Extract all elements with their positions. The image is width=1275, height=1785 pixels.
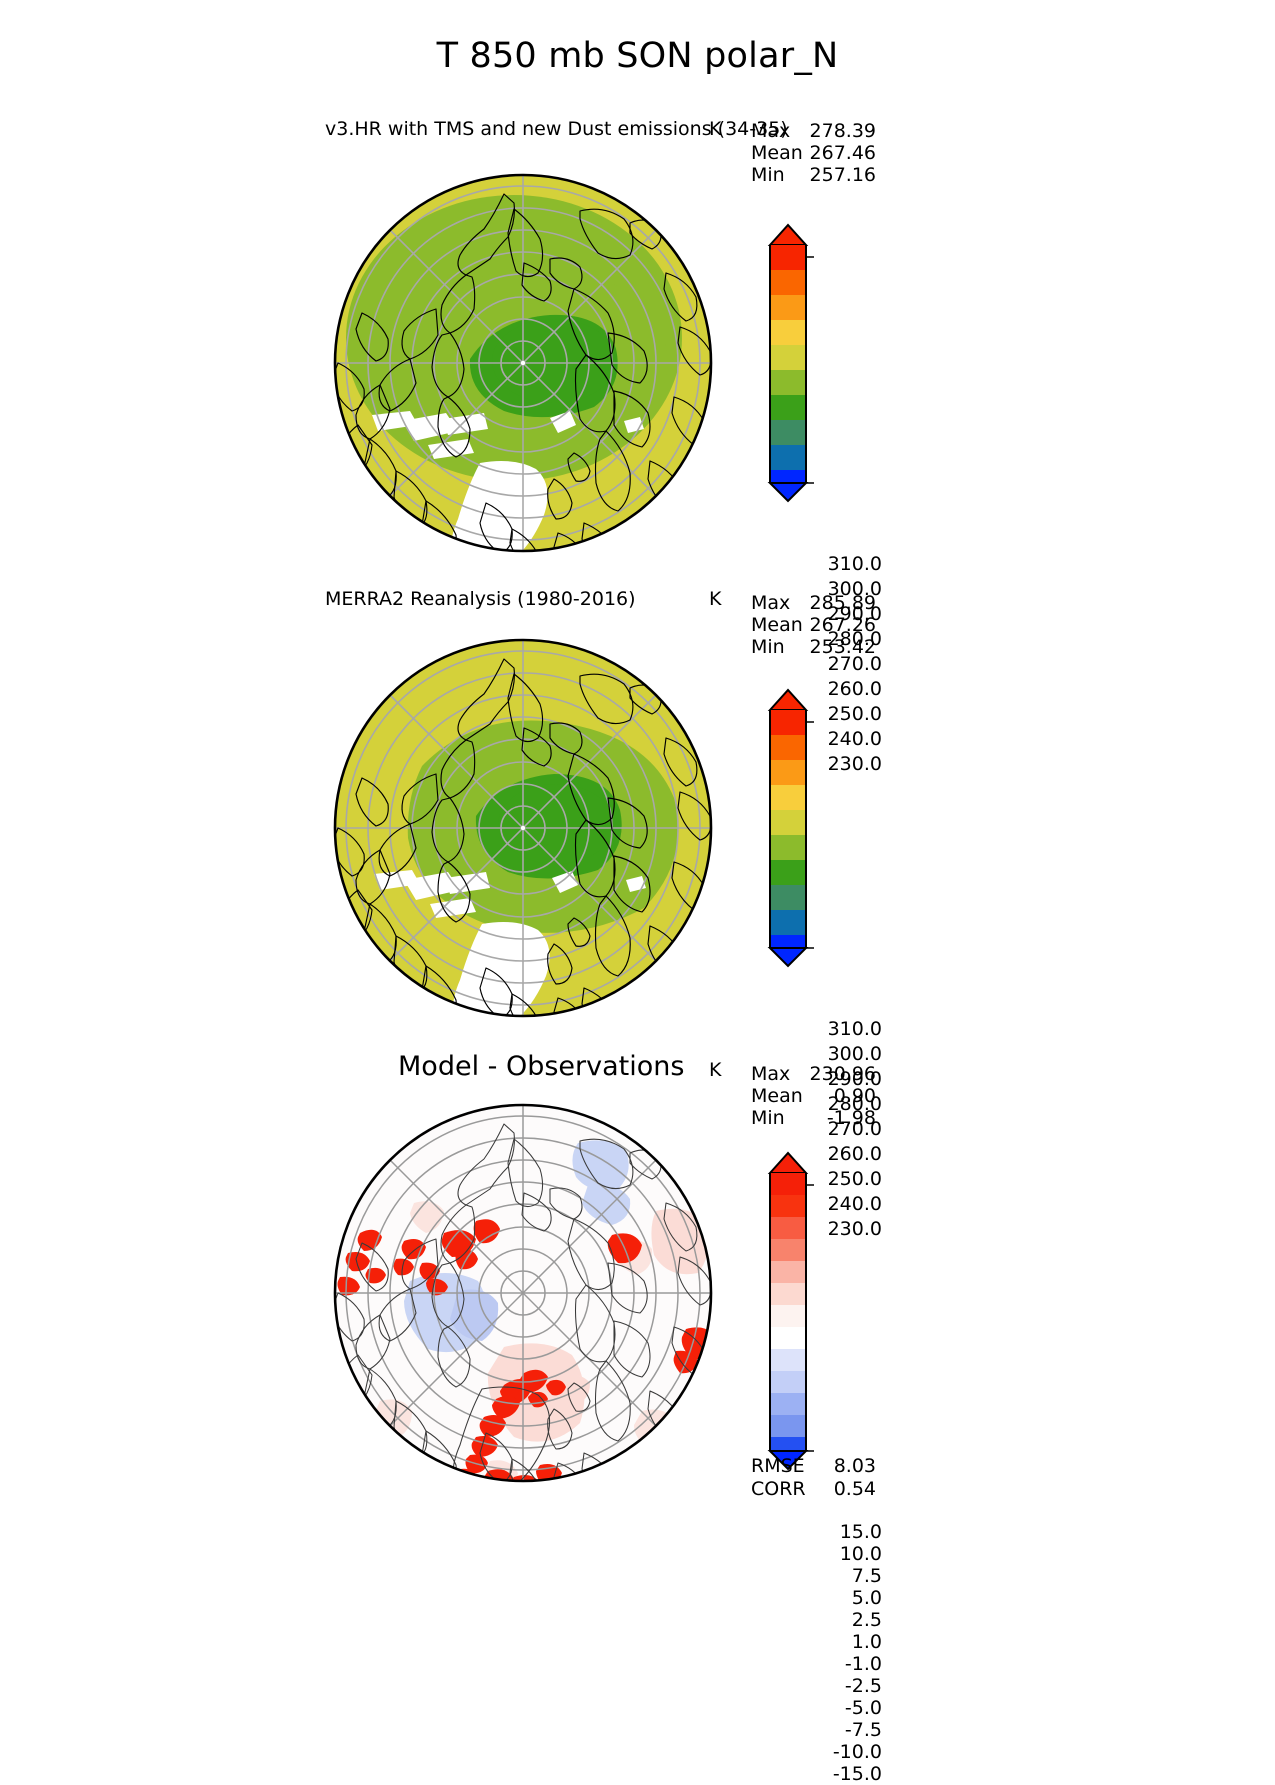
stats-row: Mean 267.26 (751, 614, 876, 636)
stats-row: Mean 267.46 (751, 142, 876, 164)
colorbar-difference: 15.0 10.0 7.5 5.0 2.5 1.0 -1.0 -2.5 -5.0… (748, 1143, 920, 1785)
stats-row: Min -1.98 (751, 1107, 876, 1129)
stats-value: -1.98 (826, 1107, 876, 1129)
stats-label: Mean (751, 614, 803, 636)
colorbar-tick: 270.0 (827, 1118, 882, 1140)
stats-value: 230.96 (809, 1063, 876, 1085)
colorbar-tick: -15.0 (832, 1763, 882, 1785)
colorbar-tick: 240.0 (827, 1193, 882, 1215)
stats-value: 278.39 (809, 120, 876, 142)
footer-stats-difference: RMSE 8.03 CORR 0.54 (751, 1455, 876, 1501)
stats-label: RMSE (751, 1455, 805, 1477)
colorbar-tick: 230.0 (827, 1218, 882, 1240)
stats-value: 257.16 (809, 164, 876, 186)
polar-map-observations (318, 628, 728, 1032)
colorbar-tick: 290.0 (827, 603, 882, 625)
colorbar-tick: -7.5 (844, 1719, 882, 1741)
stats-value: 253.42 (809, 636, 876, 658)
stats-value: 285.89 (809, 592, 876, 614)
colorbar-tick: 2.5 (851, 1609, 882, 1631)
stats-block-observations: Max 285.89 Mean 267.26 Min 253.42 (751, 592, 876, 658)
stats-label: Max (751, 1063, 791, 1085)
colorbar-tick: 300.0 (827, 578, 882, 600)
stats-value: 8.03 (833, 1455, 876, 1477)
colorbar-model: 310.0 300.0 290.0 280.0 270.0 260.0 250.… (748, 213, 920, 775)
stats-value: 0.54 (833, 1478, 876, 1500)
stats-label: Max (751, 120, 791, 142)
stats-row: Max 278.39 (751, 120, 876, 142)
colorbar-tick: 270.0 (827, 653, 882, 675)
stats-value: 0.90 (833, 1085, 876, 1107)
unit-label-observations: K (709, 588, 722, 610)
stats-label: Mean (751, 1085, 803, 1107)
colorbar-tick: 310.0 (827, 553, 882, 575)
colorbar-tick: 250.0 (827, 1168, 882, 1190)
colorbar-tick: 230.0 (827, 753, 882, 775)
colorbar-tick: -5.0 (844, 1697, 882, 1719)
unit-label-model: K (709, 118, 722, 140)
colorbar-tick: -10.0 (832, 1741, 882, 1763)
stats-value: 267.46 (809, 142, 876, 164)
stats-value: 267.26 (809, 614, 876, 636)
colorbar-tick: 1.0 (851, 1631, 882, 1653)
colorbar-swatches (767, 688, 814, 968)
panel-title-model: v3.HR with TMS and new Dust emissions (3… (325, 118, 788, 140)
colorbar-tick: 260.0 (827, 678, 882, 700)
colorbar-swatches (767, 1151, 814, 1471)
stats-row: Max 230.96 (751, 1063, 876, 1085)
stats-row: CORR 0.54 (751, 1478, 876, 1501)
colorbar-tick: 7.5 (851, 1565, 882, 1587)
colorbar-tick: -2.5 (844, 1675, 882, 1697)
stats-row: Mean 0.90 (751, 1085, 876, 1107)
stats-label: Min (751, 1107, 785, 1129)
stats-block-model: Max 278.39 Mean 267.46 Min 257.16 (751, 120, 876, 186)
stats-label: Min (751, 636, 785, 658)
stats-label: Mean (751, 142, 803, 164)
panel-title-difference: Model - Observations (398, 1051, 685, 1082)
colorbar-tick: 310.0 (827, 1018, 882, 1040)
colorbar-tick: 10.0 (839, 1543, 882, 1565)
stats-row: Min 253.42 (751, 636, 876, 658)
colorbar-tick: 5.0 (851, 1587, 882, 1609)
stats-row: RMSE 8.03 (751, 1455, 876, 1478)
polar-map-difference (318, 1093, 728, 1497)
colorbar-tick: 240.0 (827, 728, 882, 750)
unit-label-difference: K (709, 1059, 722, 1081)
stats-label: Max (751, 592, 791, 614)
stats-row: Min 257.16 (751, 164, 876, 186)
colorbar-swatches (767, 223, 814, 503)
colorbar-tick: 300.0 (827, 1043, 882, 1065)
stats-label: Min (751, 164, 785, 186)
colorbar-tick: -1.0 (844, 1653, 882, 1675)
polar-map-model (318, 163, 728, 567)
colorbar-tick: 15.0 (839, 1521, 882, 1543)
panel-title-observations: MERRA2 Reanalysis (1980-2016) (325, 588, 636, 610)
page-title: T 850 mb SON polar_N (436, 36, 839, 76)
stats-label: CORR (751, 1478, 806, 1500)
colorbar-tick: 280.0 (827, 1093, 882, 1115)
stats-row: Max 285.89 (751, 592, 876, 614)
colorbar-tick: 280.0 (827, 628, 882, 650)
colorbar-tick: 260.0 (827, 1143, 882, 1165)
colorbar-tick: 290.0 (827, 1068, 882, 1090)
colorbar-observations: 310.0 300.0 290.0 280.0 270.0 260.0 250.… (748, 678, 920, 1240)
stats-block-difference: Max 230.96 Mean 0.90 Min -1.98 (751, 1063, 876, 1129)
colorbar-tick: 250.0 (827, 703, 882, 725)
